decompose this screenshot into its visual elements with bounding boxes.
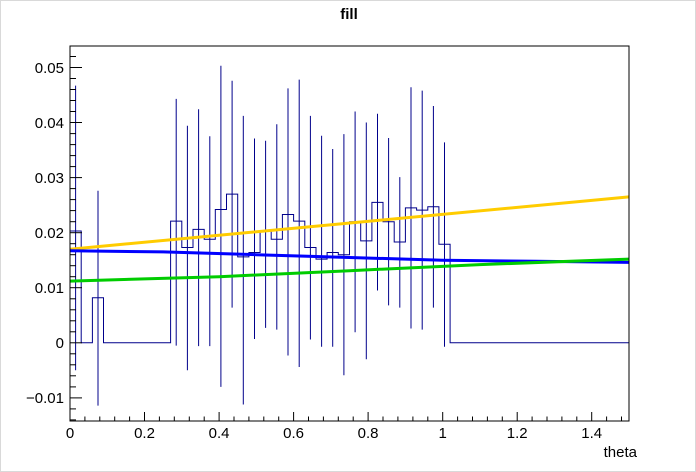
- x-tick-label: 0.8: [358, 425, 379, 442]
- x-tick-label: 0.2: [134, 425, 155, 442]
- y-tick-label: 0.02: [35, 225, 64, 242]
- y-tick-label: 0.05: [35, 60, 64, 77]
- x-tick-label: 0.4: [209, 425, 230, 442]
- y-tick-label: 0.01: [35, 280, 64, 297]
- y-tick-label: −0.01: [26, 390, 64, 407]
- fit-line-rising-linear-fit-yellow: [69, 195, 630, 251]
- x-tick-label: 1.2: [507, 425, 528, 442]
- x-tick-label: 1: [439, 425, 447, 442]
- y-tick-label: 0.03: [35, 170, 64, 187]
- x-tick-label: 0: [66, 425, 74, 442]
- y-tick-label: 0.04: [35, 115, 64, 132]
- x-tick-label: 1.4: [581, 425, 602, 442]
- plot-frame: [69, 45, 630, 422]
- chart-title: fill: [340, 6, 358, 23]
- fit-line-component-fit-green: [69, 257, 630, 283]
- y-tick-label: 0: [56, 335, 64, 352]
- histogram-step-path: [69, 193, 629, 344]
- x-axis-title: theta: [603, 444, 637, 461]
- x-tick-label: 0.6: [283, 425, 304, 442]
